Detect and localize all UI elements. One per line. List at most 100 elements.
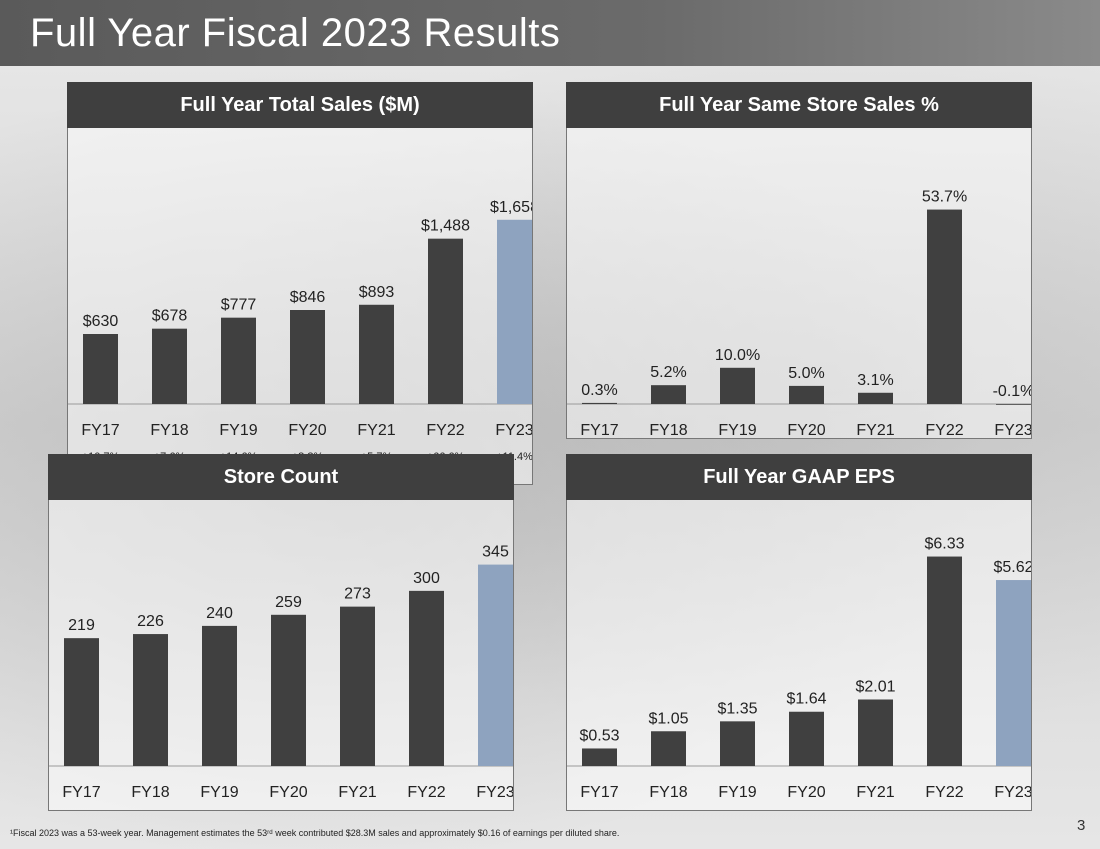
tick-label: FY17	[580, 422, 618, 438]
data-label: $5.62	[993, 559, 1031, 576]
data-label: $678	[152, 308, 188, 325]
bar-fy17	[582, 402, 617, 404]
data-label: 53.7%	[922, 189, 967, 206]
tick-label: FY20	[269, 784, 307, 801]
tick-label: FY18	[150, 422, 188, 439]
bar-fy17	[83, 334, 118, 404]
chart-area-store-count: 219 FY17 226 FY18 240 FY19 259 FY20 273 FY21 300 FY…	[48, 500, 515, 811]
data-label: 5.0%	[788, 365, 824, 382]
tick-label: FY19	[718, 784, 756, 801]
title-bar: Full Year Fiscal 2023 Results	[0, 0, 1100, 66]
bar-fy23	[497, 219, 532, 404]
data-label: 259	[275, 594, 302, 611]
tick-label: FY19	[718, 422, 756, 438]
data-label: $0.53	[579, 727, 619, 744]
bar-fy21	[858, 392, 893, 404]
data-label: $6.33	[924, 536, 964, 553]
tick-label: FY21	[357, 422, 395, 439]
data-label: 0.3%	[581, 382, 617, 399]
bar-fy18	[651, 731, 686, 766]
data-label: $777	[221, 297, 257, 314]
bar-fy18	[133, 634, 168, 766]
chart-total-sales: $630FY17+10.7%$678FY18+7.6%$777FY19+14.6…	[68, 199, 540, 463]
data-label: 273	[344, 586, 371, 603]
bar-fy21	[340, 606, 375, 766]
data-label: -0.1%	[993, 383, 1031, 400]
bar-fy23	[996, 580, 1031, 766]
tick-label: FY23	[476, 784, 513, 801]
bar-fy20	[789, 385, 824, 404]
bar-fy19	[720, 721, 755, 766]
data-label: $1.05	[648, 710, 688, 727]
tick-label: FY19	[200, 784, 238, 801]
bar-fy23	[478, 564, 513, 766]
data-label: $893	[359, 284, 395, 301]
bar-fy20	[271, 614, 306, 766]
chart-area-gaap-eps: $0.53 FY17 $1.05 FY18 $1.35 FY19 $1.64 FY20 $2.0…	[566, 500, 1039, 811]
bar-fy22	[927, 209, 962, 404]
tick-label: FY21	[856, 784, 894, 801]
panel-total-sales: Full Year Total Sales ($M) $630FY17+10.7…	[67, 82, 540, 485]
data-label: 300	[413, 570, 440, 587]
data-label: $2.01	[855, 678, 895, 695]
chart-store-count: 219 FY17 226 FY18 240 FY19 259 FY20 273 FY21 300 FY…	[49, 544, 515, 801]
tick-label: FY22	[426, 422, 464, 439]
tick-label: FY22	[407, 784, 445, 801]
data-label: 219	[68, 617, 95, 634]
bar-fy21	[858, 699, 893, 766]
tick-label: FY22	[925, 784, 963, 801]
bar-fy19	[221, 317, 256, 404]
panel-title-total-sales: Full Year Total Sales ($M)	[67, 82, 533, 128]
bar-fy17	[582, 748, 617, 766]
panel-title-same-store-sales: Full Year Same Store Sales %	[566, 82, 1032, 128]
data-label: $1,488	[421, 218, 470, 235]
data-label: 226	[137, 613, 164, 630]
data-label: 240	[206, 605, 233, 622]
chart-area-total-sales: $630FY17+10.7%$678FY18+7.6%$777FY19+14.6…	[67, 128, 540, 485]
panel-title-gaap-eps: Full Year GAAP EPS	[566, 454, 1032, 500]
tick-label: FY21	[338, 784, 376, 801]
page-number: 3	[1077, 817, 1086, 834]
page-title: Full Year Fiscal 2023 Results	[30, 11, 561, 55]
bar-fy23	[996, 404, 1031, 405]
bar-fy22	[409, 590, 444, 766]
panel-store-count: Store Count 219 FY17 226 FY18 240 FY19 259 FY20…	[48, 454, 515, 811]
tick-label: FY17	[62, 784, 100, 801]
tick-label: FY17	[81, 422, 119, 439]
tick-label: FY23	[994, 784, 1031, 801]
tick-label: FY18	[649, 422, 687, 438]
data-label: 3.1%	[857, 372, 893, 389]
panel-title-store-count: Store Count	[48, 454, 514, 500]
bar-fy20	[290, 310, 325, 404]
tick-label: FY19	[219, 422, 257, 439]
bar-fy18	[651, 385, 686, 404]
tick-label: FY21	[856, 422, 894, 438]
tick-label: FY23	[495, 422, 532, 439]
bar-fy20	[789, 711, 824, 766]
bar-fy18	[152, 328, 187, 404]
tick-label: FY20	[787, 784, 825, 801]
data-label: 5.2%	[650, 364, 686, 381]
bar-fy21	[359, 304, 394, 404]
panel-same-store-sales: Full Year Same Store Sales % 0.3% FY17 5.2…	[566, 82, 1034, 439]
bar-fy22	[927, 556, 962, 766]
tick-label: FY20	[288, 422, 326, 439]
bar-fy19	[720, 367, 755, 404]
chart-same-store-sales: 0.3% FY17 5.2% FY18 10.0% FY19 5.0% FY20 3.1% FY2…	[567, 189, 1034, 439]
tick-label: FY17	[580, 784, 618, 801]
data-label: $1.35	[717, 700, 757, 717]
panel-gaap-eps: Full Year GAAP EPS $0.53 FY17 $1.05 FY18 $1.…	[566, 454, 1039, 811]
data-label: 345	[482, 544, 509, 561]
data-label: $1,658	[490, 199, 532, 216]
tick-label: FY23	[994, 422, 1031, 438]
chart-gaap-eps: $0.53 FY17 $1.05 FY18 $1.35 FY19 $1.64 FY20 $2.0…	[567, 536, 1039, 801]
bar-fy19	[202, 625, 237, 766]
tick-label: FY20	[787, 422, 825, 438]
tick-label: FY18	[649, 784, 687, 801]
data-label: $1.64	[786, 691, 826, 708]
data-label: $630	[83, 313, 119, 330]
footnote: ¹Fiscal 2023 was a 53-week year. Managem…	[10, 828, 620, 838]
data-label: $846	[290, 289, 326, 306]
tick-label: FY22	[925, 422, 963, 438]
bar-fy22	[428, 238, 463, 404]
